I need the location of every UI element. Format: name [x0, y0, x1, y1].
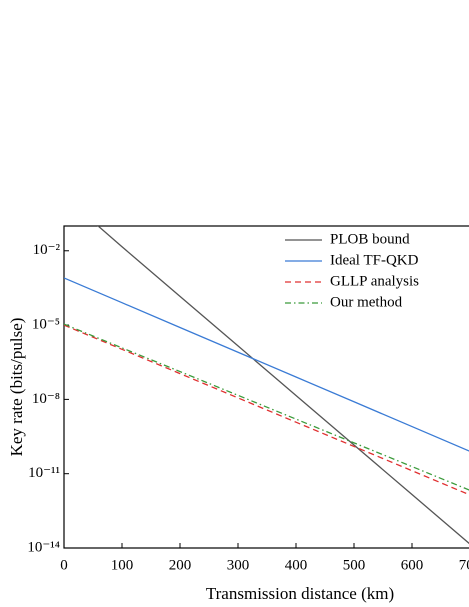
y-tick-label: 10⁻¹¹: [28, 465, 60, 481]
x-tick-label: 200: [169, 557, 192, 573]
legend-label: Ideal TF-QKD: [330, 252, 419, 268]
legend-label: GLLP analysis: [330, 273, 419, 289]
y-tick-label: 10⁻²: [33, 242, 61, 258]
legend-label: Our method: [330, 294, 403, 310]
y-tick-label: 10⁻⁸: [32, 391, 60, 407]
legend-label: PLOB bound: [330, 231, 410, 247]
series-line: [97, 226, 469, 545]
x-tick-label: 0: [60, 557, 68, 573]
series-line: [64, 324, 469, 496]
x-tick-label: 300: [227, 557, 250, 573]
y-axis-label: Key rate (bits/pulse): [7, 318, 26, 457]
x-tick-label: 400: [285, 557, 308, 573]
x-tick-label: 700: [459, 557, 469, 573]
plot-area: [64, 226, 469, 545]
y-tick-label: 10⁻⁵: [32, 317, 60, 333]
series-line: [64, 277, 469, 452]
x-tick-label: 500: [343, 557, 366, 573]
y-tick-label: 10⁻¹⁴: [27, 539, 60, 555]
x-tick-label: 100: [111, 557, 134, 573]
plot-frame: [63, 225, 469, 549]
x-tick-label: 600: [401, 557, 424, 573]
series-line: [64, 323, 469, 491]
x-axis-label: Transmission distance (km): [206, 584, 394, 603]
